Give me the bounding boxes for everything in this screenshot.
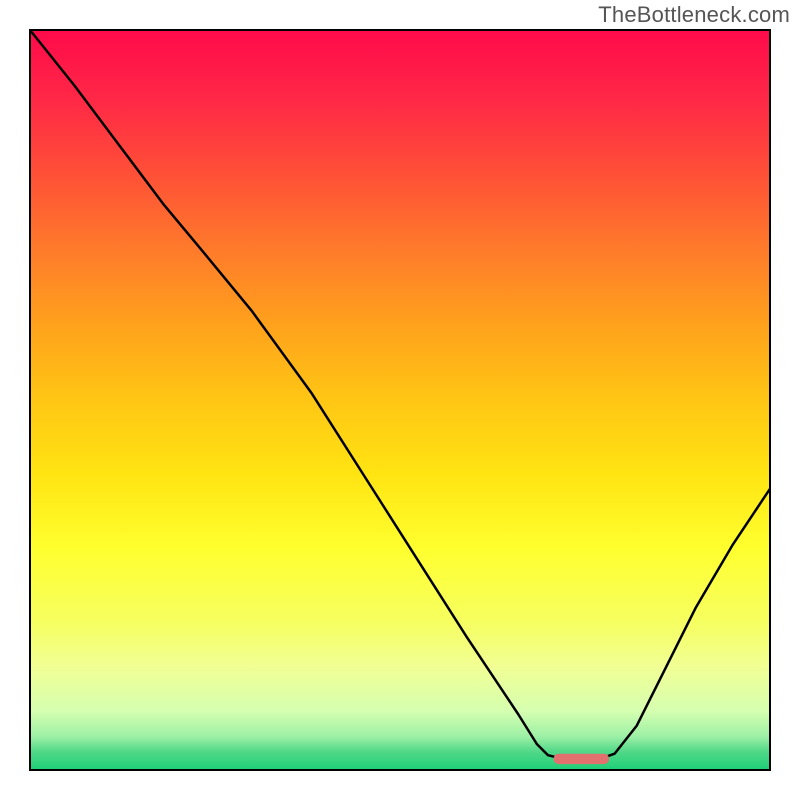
plot-background: [30, 30, 770, 770]
bottleneck-chart: [0, 0, 800, 800]
chart-container: TheBottleneck.com: [0, 0, 800, 800]
optimal-marker: [554, 754, 610, 764]
